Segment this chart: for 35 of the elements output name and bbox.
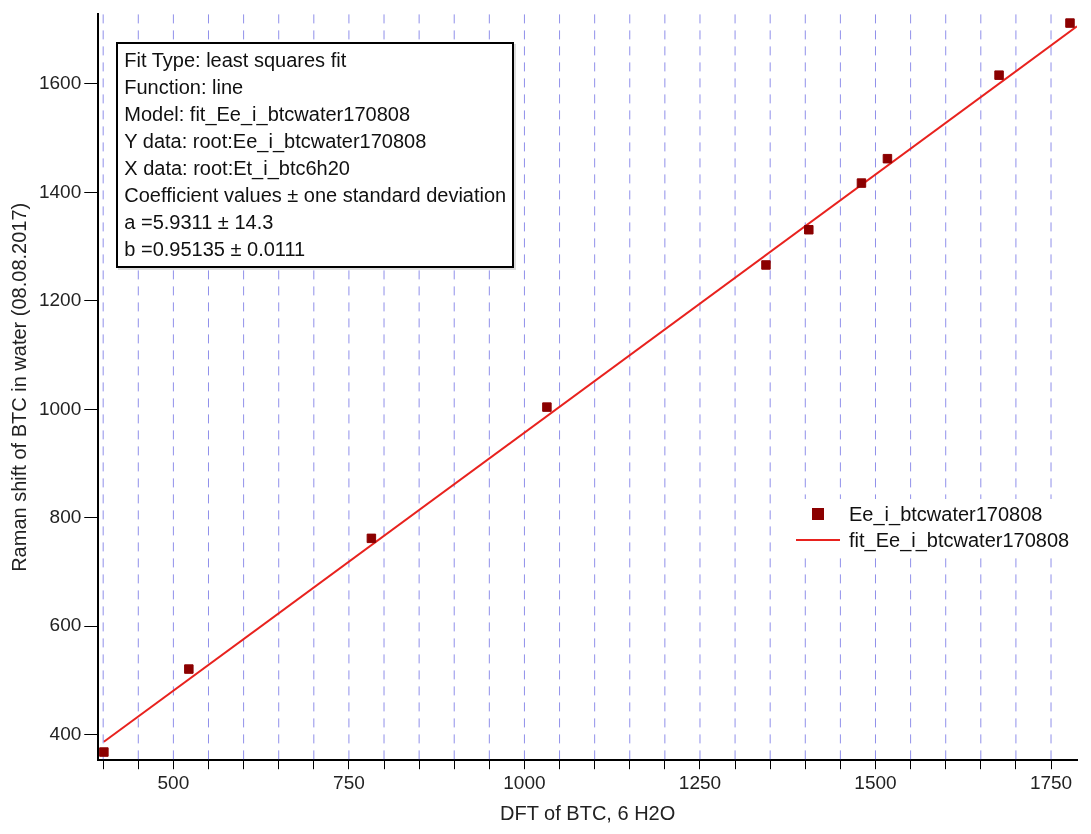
annotation: b =0.95135 ± 0.0111 — [124, 237, 307, 263]
point — [994, 70, 1004, 80]
point — [856, 178, 867, 188]
x-tick-label: 750 — [333, 771, 365, 793]
point — [99, 747, 109, 757]
x-tick-label: 1750 — [1029, 771, 1073, 793]
y-tick-label: 400 — [49, 722, 82, 744]
point — [1065, 18, 1075, 28]
point — [184, 664, 194, 674]
annotation: Y data: root:Ee_i_btcwater170808 — [124, 129, 428, 155]
point — [761, 260, 771, 270]
x-tick-label: 1500 — [854, 771, 897, 793]
point — [804, 224, 814, 235]
annotation: X data: root:Et_i_btc6h20 — [124, 156, 351, 182]
point — [542, 402, 552, 412]
legend-label: fit_Ee_i_btcwater170808 — [849, 528, 1070, 554]
y-axis-title: Raman shift of BTC in water (08.08.2017) — [7, 202, 30, 572]
x-tick-label: 1250 — [678, 771, 722, 793]
x-tick-label: 1000 — [503, 771, 546, 793]
y-tick-label: 800 — [49, 505, 82, 527]
annotation: Coefficient values ± one standard deviation — [124, 183, 507, 209]
y-tick-label: 1200 — [38, 289, 82, 311]
x-tick-label: 500 — [157, 771, 190, 793]
point — [882, 153, 893, 164]
annotation: Model: fit_Ee_i_btcwater170808 — [124, 102, 411, 128]
y-tick-label: 1600 — [38, 72, 82, 94]
y-tick-label: 1000 — [38, 397, 82, 419]
x-axis-title: DFT of BTC, 6 H2O — [500, 801, 676, 824]
annotation: Fit Type: least squares fit — [124, 48, 348, 74]
annotation: Function: line — [124, 75, 245, 101]
annotation: a =5.9311 ± 14.3 — [124, 210, 275, 236]
y-tick-label: 600 — [49, 614, 82, 636]
point — [366, 533, 377, 544]
y-tick-label: 1400 — [38, 180, 82, 202]
legend-label: Ee_i_btcwater170808 — [849, 502, 1043, 528]
